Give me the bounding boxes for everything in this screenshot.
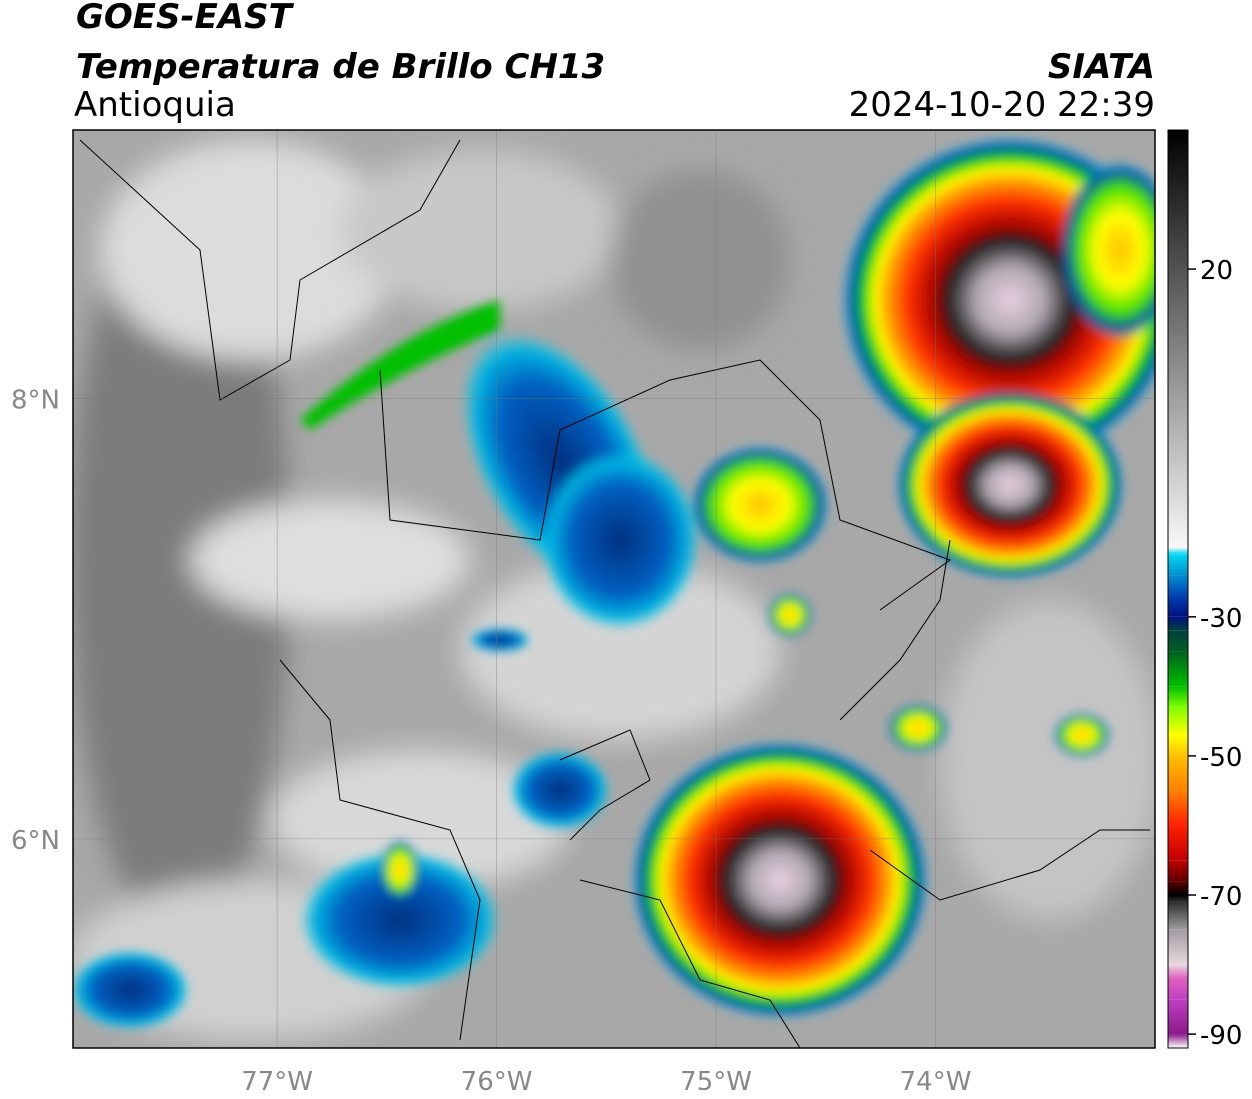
colorbar-segment: [1168, 901, 1188, 930]
colorbar-tick-label: 20: [1200, 256, 1233, 286]
colorbar-segment: [1168, 978, 1188, 1000]
colorbar-segment: [1168, 547, 1188, 555]
region: Antioquia: [74, 85, 236, 125]
colorbar-segment: [1168, 755, 1188, 791]
colorbar-segment: [1168, 790, 1188, 826]
y-tick-label: 6°N: [11, 826, 60, 856]
colorbar-segment: [1168, 964, 1188, 979]
x-tick-label: 74°W: [900, 1067, 972, 1097]
colorbar-segment: [1168, 860, 1188, 882]
colorbar-segment: [1168, 686, 1188, 708]
datetime: 2024-10-20 22:39: [849, 85, 1155, 125]
map-frame: [72, 129, 1156, 1049]
colorbar-tick-label: -30: [1200, 604, 1242, 634]
colorbar-segment: [1168, 130, 1188, 548]
colorbar-segment: [1168, 575, 1188, 596]
imagery: [73, 130, 1155, 1048]
colorbar-tick-label: -50: [1200, 743, 1242, 773]
colorbar-tick-label: -70: [1200, 882, 1242, 912]
colorbar-segment: [1168, 707, 1188, 736]
x-tick-label: 76°W: [461, 1067, 533, 1097]
title: GOES-EAST: [76, 0, 295, 37]
colorbar-segment: [1168, 895, 1188, 902]
colorbar-segment: [1168, 881, 1188, 895]
colorbar-segment: [1168, 630, 1188, 652]
colorbar-segment: [1168, 651, 1188, 687]
subtitle: Temperatura de Brillo CH13: [76, 47, 605, 87]
colorbar-segment: [1168, 929, 1188, 965]
colorbar-segment: [1168, 825, 1188, 861]
colorbar-segment: [1168, 999, 1188, 1035]
colorbar-frame: [1167, 129, 1189, 1049]
colorbar-segment: [1168, 595, 1188, 617]
colorbar-tick-label: -90: [1200, 1021, 1242, 1051]
colorbar-segment: [1168, 735, 1188, 756]
source: SIATA: [1048, 47, 1155, 87]
colorbar-segment: [1168, 554, 1188, 576]
y-tick-label: 8°N: [11, 386, 60, 416]
x-tick-label: 77°W: [241, 1067, 313, 1097]
x-tick-label: 75°W: [680, 1067, 752, 1097]
colorbar-segment: [1168, 1034, 1188, 1048]
colorbar-segment: [1168, 616, 1188, 631]
